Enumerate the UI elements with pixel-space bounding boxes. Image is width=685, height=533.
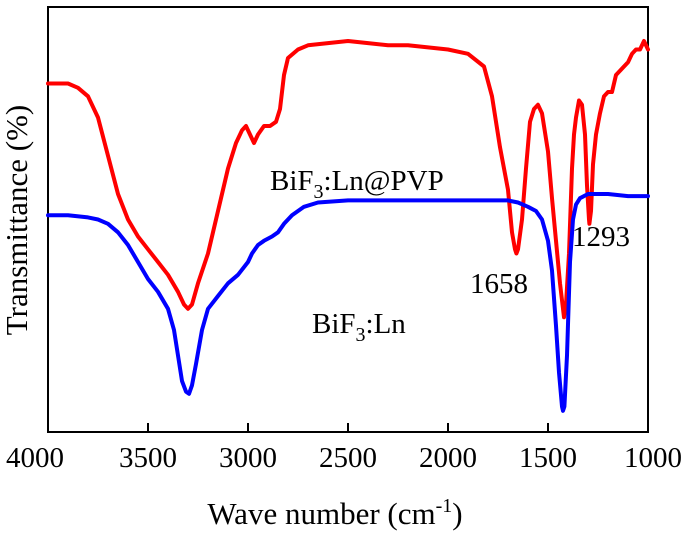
- series-label-pvp-main: BiF: [270, 165, 314, 197]
- x-tick-label-4000: 4000: [6, 442, 64, 474]
- annotation-1293: 1293: [572, 221, 630, 253]
- x-axis-ticks: [47, 423, 649, 432]
- series-label-pvp-sub: 3: [314, 181, 324, 203]
- x-axis-label-sup: -1: [436, 495, 453, 517]
- x-tick-label-1000: 1000: [624, 442, 682, 474]
- series-line-bif3-ln-pvp: [46, 39, 650, 320]
- y-axis-label: Transmittance (%): [0, 105, 34, 335]
- x-tick-label-3500: 3500: [119, 442, 177, 474]
- series-label-ln-main: BiF: [312, 308, 356, 340]
- x-tick-label-1500: 1500: [519, 442, 577, 474]
- x-axis-label-main: Wave number (cm: [207, 496, 435, 531]
- series-label-bif3-ln: BiF3:Ln: [312, 308, 406, 346]
- annotation-1658: 1658: [470, 268, 528, 300]
- x-tick-label-3000: 3000: [219, 442, 277, 474]
- plot-area: 4000 3500 3000 2500 2000 1500 1000: [6, 6, 682, 474]
- x-axis-tick-labels: 4000 3500 3000 2500 2000 1500 1000: [6, 442, 682, 474]
- x-tick-label-2500: 2500: [319, 442, 377, 474]
- x-axis-label: Wave number (cm-1): [207, 495, 462, 531]
- series-label-bif3-ln-pvp: BiF3:Ln@PVP: [270, 165, 444, 203]
- series-label-ln-end: :Ln: [366, 308, 407, 340]
- series-label-ln-sub: 3: [356, 324, 366, 346]
- x-axis-label-end: ): [452, 496, 462, 531]
- series-line-bif3-ln: [46, 192, 650, 413]
- x-tick-label-2000: 2000: [419, 442, 477, 474]
- series-label-pvp-end: :Ln@PVP: [324, 165, 444, 197]
